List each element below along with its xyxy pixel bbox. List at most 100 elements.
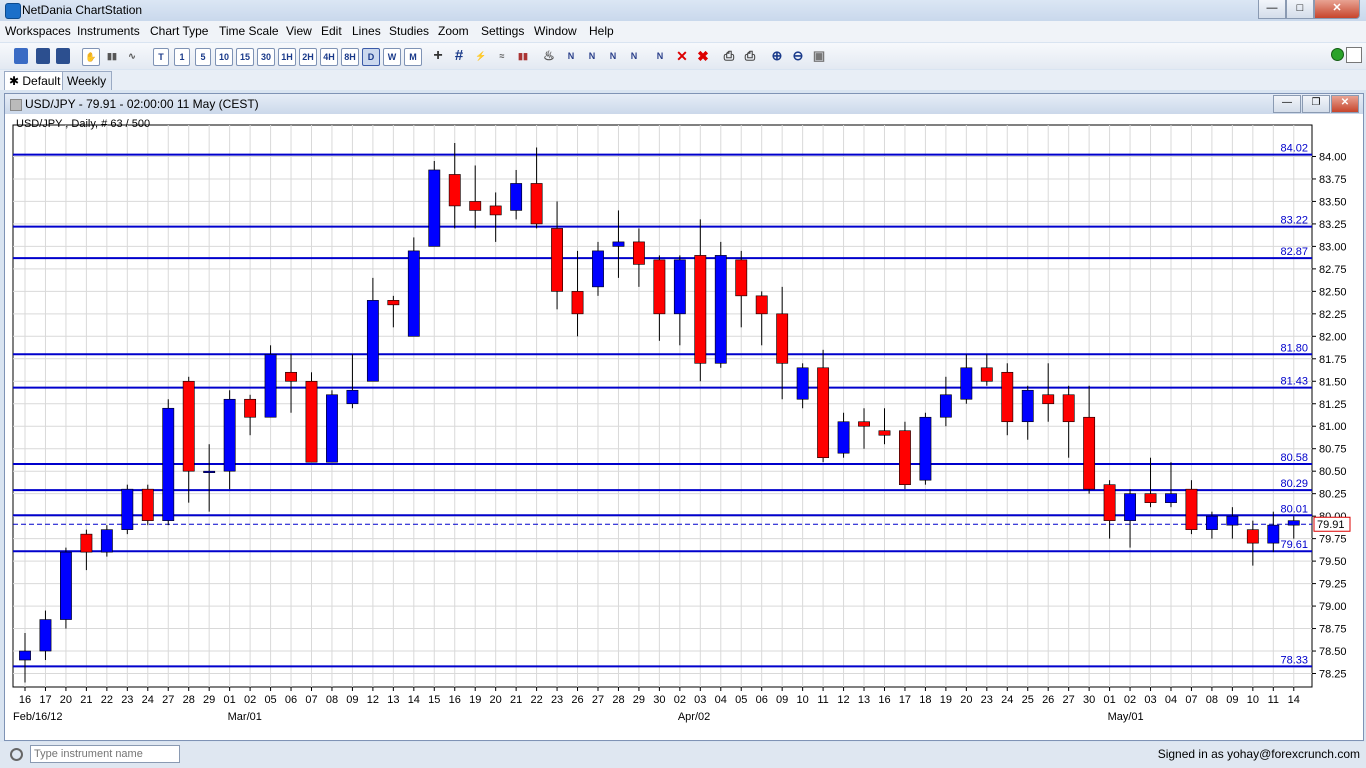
y-tick-label: 79.50	[1319, 556, 1347, 568]
delete-all-icon[interactable]: ✖	[697, 48, 709, 64]
x-tick-label: 09	[776, 694, 788, 706]
tab-default[interactable]: ✱ Default	[4, 71, 66, 90]
x-tick-label: 07	[305, 694, 317, 706]
menu-settings[interactable]: Settings	[481, 24, 525, 38]
x-tick-label: 28	[183, 694, 195, 706]
menu-help[interactable]: Help	[589, 24, 614, 38]
chart-restore-button[interactable]: ❐	[1302, 95, 1330, 113]
candle-body	[1205, 515, 1218, 530]
x-tick-label: 17	[39, 694, 51, 706]
candle-body	[714, 255, 727, 364]
candle-body	[100, 529, 113, 553]
menu-window[interactable]: Window	[534, 24, 577, 38]
indicator-icon[interactable]: ⚡	[475, 51, 487, 61]
zoom-reset-icon[interactable]: ▣	[812, 48, 826, 63]
candle-body	[428, 169, 441, 247]
x-tick-label: 15	[428, 694, 440, 706]
signed-in-status: Signed in as yohay@forexcrunch.com	[1157, 747, 1360, 761]
print-preview-icon[interactable]: ⎙	[744, 48, 756, 63]
alert-bell-icon[interactable]: ♨	[543, 48, 555, 63]
chart-close-button[interactable]: ✕	[1331, 95, 1359, 113]
x-tick-label: 16	[449, 694, 461, 706]
timescale-1h[interactable]: 1H	[278, 48, 296, 66]
candle-body	[80, 533, 93, 553]
trendline-icon[interactable]: N	[567, 51, 575, 61]
new-icon[interactable]	[14, 48, 28, 64]
menu-chart-type[interactable]: Chart Type	[150, 24, 209, 38]
chart-titlebar: USD/JPY - 79.91 - 02:00:00 11 May (CEST)…	[5, 94, 1363, 114]
x-tick-label: 27	[1063, 694, 1075, 706]
timescale-15[interactable]: 15	[236, 48, 254, 66]
menu-view[interactable]: View	[286, 24, 312, 38]
x-tick-label: 05	[735, 694, 747, 706]
chart-minimize-button[interactable]: —	[1273, 95, 1301, 113]
tab-weekly[interactable]: Weekly	[62, 71, 112, 90]
timescale-2h[interactable]: 2H	[299, 48, 317, 66]
menu-edit[interactable]: Edit	[321, 24, 342, 38]
candlestick-icon[interactable]: ▮▮	[107, 51, 117, 61]
grid-icon[interactable]: #	[454, 47, 464, 64]
menu-zoom[interactable]: Zoom	[438, 24, 469, 38]
menu-studies[interactable]: Studies	[389, 24, 430, 38]
y-tick-label: 82.75	[1319, 264, 1347, 276]
horizontal-level-label: 83.22	[1280, 215, 1308, 227]
x-tick-label: 06	[285, 694, 297, 706]
x-tick-label: 03	[1144, 694, 1156, 706]
menu-lines[interactable]: Lines	[352, 24, 381, 38]
candle-body	[366, 300, 379, 382]
candle-body	[673, 259, 686, 315]
timescale-30[interactable]: 30	[257, 48, 275, 66]
studies-icon[interactable]: ≈	[499, 51, 505, 61]
menu-time-scale[interactable]: Time Scale	[219, 24, 279, 38]
horizontal-level-label: 81.80	[1280, 342, 1308, 354]
pointer-icon[interactable]: ✋	[82, 48, 100, 66]
timescale-1[interactable]: 1	[174, 48, 190, 66]
minimize-button[interactable]: —	[1258, 0, 1286, 19]
panel-toggle-icon[interactable]	[1346, 47, 1362, 63]
horizontal-level-label: 81.43	[1280, 376, 1308, 388]
print-icon[interactable]: ⎙	[723, 48, 735, 63]
timescale-10[interactable]: 10	[215, 48, 233, 66]
candle-body	[448, 174, 461, 207]
crosshair-icon[interactable]: +	[433, 47, 443, 64]
instrument-search-input[interactable]	[30, 745, 180, 763]
timescale-monthly[interactable]: M	[404, 48, 422, 66]
x-tick-label: 24	[1001, 694, 1013, 706]
timescale-8h[interactable]: 8H	[341, 48, 359, 66]
delete-icon[interactable]: ✕	[676, 48, 688, 64]
timescale-daily[interactable]: D	[362, 48, 380, 66]
channel-icon[interactable]: N	[588, 51, 596, 61]
fibonacci-icon[interactable]: N	[609, 51, 617, 61]
x-tick-label: 05	[264, 694, 276, 706]
menu-workspaces[interactable]: Workspaces	[5, 24, 71, 38]
fan-icon[interactable]: N	[630, 51, 638, 61]
close-button[interactable]: ✕	[1314, 0, 1360, 19]
timescale-weekly[interactable]: W	[383, 48, 401, 66]
candle-body	[1083, 416, 1096, 490]
candle-body	[407, 250, 420, 337]
x-tick-label: 08	[1206, 694, 1218, 706]
maximize-button[interactable]: □	[1286, 0, 1314, 19]
line-chart-icon[interactable]: ∿	[128, 51, 136, 61]
timescale-t[interactable]: T	[153, 48, 169, 66]
menu-instruments[interactable]: Instruments	[77, 24, 140, 38]
candle-body	[1144, 493, 1157, 503]
candle-body	[1185, 488, 1198, 530]
timescale-4h[interactable]: 4H	[320, 48, 338, 66]
price-chart[interactable]: 84.00 83.75 83.50 83.25 83.00 82.75 82.50 82.25…	[5, 115, 1361, 739]
x-tick-label: 08	[326, 694, 338, 706]
candle-body	[285, 371, 297, 382]
zoom-in-icon[interactable]: ⊕	[771, 48, 783, 63]
candle-body	[489, 205, 502, 216]
timescale-5[interactable]: 5	[195, 48, 211, 66]
zoom-out-icon[interactable]: ⊖	[792, 48, 804, 63]
line-delete-icon[interactable]: N	[656, 51, 664, 61]
x-tick-label: 04	[1165, 694, 1177, 706]
x-tick-label: 27	[592, 694, 604, 706]
volume-icon[interactable]: ▮▮	[518, 51, 528, 61]
save-icon[interactable]	[36, 48, 50, 64]
x-tick-label: 12	[837, 694, 849, 706]
x-tick-label: 14	[1288, 694, 1300, 706]
save-as-icon[interactable]	[56, 48, 70, 64]
y-tick-label: 81.75	[1319, 354, 1347, 366]
